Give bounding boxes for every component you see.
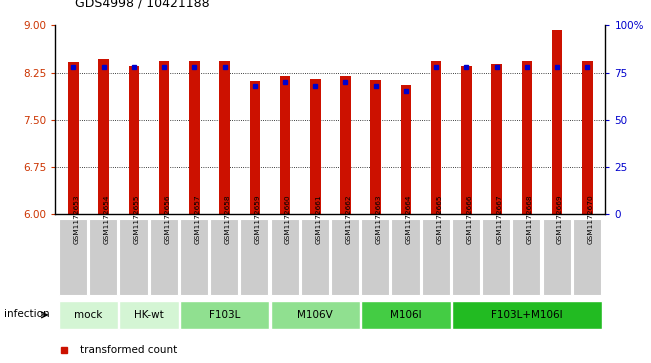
FancyBboxPatch shape	[422, 219, 450, 295]
Bar	[219, 61, 230, 214]
Bar	[98, 60, 109, 214]
Text: GSM1172653: GSM1172653	[74, 195, 79, 244]
Text: GSM1172655: GSM1172655	[134, 195, 140, 244]
FancyBboxPatch shape	[271, 301, 360, 329]
Text: HK-wt: HK-wt	[134, 310, 164, 320]
Text: GSM1172666: GSM1172666	[466, 195, 473, 244]
FancyBboxPatch shape	[150, 219, 178, 295]
Text: F103L+M106I: F103L+M106I	[491, 310, 562, 320]
Text: GSM1172660: GSM1172660	[285, 195, 291, 244]
Bar	[129, 66, 139, 214]
Text: F103L: F103L	[209, 310, 240, 320]
Text: transformed count: transformed count	[80, 345, 177, 355]
Bar	[461, 66, 472, 214]
Bar	[370, 80, 381, 214]
Bar	[280, 76, 290, 214]
FancyBboxPatch shape	[59, 219, 87, 295]
FancyBboxPatch shape	[391, 219, 419, 295]
Bar	[159, 61, 169, 214]
Text: GSM1172661: GSM1172661	[315, 195, 322, 244]
Text: GSM1172670: GSM1172670	[587, 195, 593, 244]
FancyBboxPatch shape	[512, 219, 540, 295]
FancyBboxPatch shape	[89, 219, 117, 295]
FancyBboxPatch shape	[271, 219, 299, 295]
Bar	[249, 81, 260, 214]
Text: GSM1172662: GSM1172662	[346, 195, 352, 244]
Bar	[189, 61, 200, 214]
Text: M106V: M106V	[298, 310, 333, 320]
FancyBboxPatch shape	[119, 219, 148, 295]
FancyBboxPatch shape	[210, 219, 238, 295]
Bar	[340, 76, 351, 214]
Bar	[400, 85, 411, 214]
Text: infection: infection	[5, 309, 50, 319]
FancyBboxPatch shape	[542, 219, 571, 295]
FancyBboxPatch shape	[59, 301, 118, 329]
FancyBboxPatch shape	[180, 219, 208, 295]
Text: GSM1172658: GSM1172658	[225, 195, 230, 244]
FancyBboxPatch shape	[361, 219, 389, 295]
FancyBboxPatch shape	[240, 219, 268, 295]
Bar	[68, 62, 79, 214]
Text: GDS4998 / 10421188: GDS4998 / 10421188	[75, 0, 210, 9]
FancyBboxPatch shape	[301, 219, 329, 295]
Bar	[431, 61, 441, 214]
Bar	[310, 79, 320, 214]
FancyBboxPatch shape	[119, 301, 178, 329]
FancyBboxPatch shape	[361, 301, 450, 329]
FancyBboxPatch shape	[573, 219, 601, 295]
Text: GSM1172665: GSM1172665	[436, 195, 442, 244]
FancyBboxPatch shape	[331, 219, 359, 295]
Text: GSM1172656: GSM1172656	[164, 195, 170, 244]
Text: M106I: M106I	[390, 310, 422, 320]
FancyBboxPatch shape	[180, 301, 270, 329]
Text: GSM1172667: GSM1172667	[497, 195, 503, 244]
FancyBboxPatch shape	[452, 301, 602, 329]
Text: GSM1172664: GSM1172664	[406, 195, 412, 244]
Text: GSM1172668: GSM1172668	[527, 195, 533, 244]
Bar	[582, 61, 592, 214]
Text: GSM1172657: GSM1172657	[195, 195, 201, 244]
FancyBboxPatch shape	[452, 219, 480, 295]
Text: GSM1172654: GSM1172654	[104, 195, 110, 244]
Text: mock: mock	[74, 310, 103, 320]
Text: GSM1172669: GSM1172669	[557, 195, 563, 244]
Text: GSM1172663: GSM1172663	[376, 195, 381, 244]
Bar	[521, 61, 532, 214]
Text: GSM1172659: GSM1172659	[255, 195, 261, 244]
Bar	[492, 64, 502, 214]
Bar	[552, 30, 562, 214]
FancyBboxPatch shape	[482, 219, 510, 295]
